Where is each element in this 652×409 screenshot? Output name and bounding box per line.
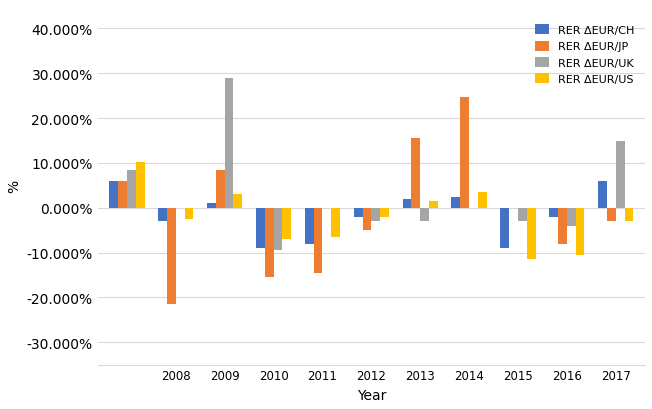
Bar	[207, 204, 216, 208]
Bar	[451, 197, 460, 208]
Bar	[372, 208, 380, 222]
Bar	[380, 208, 389, 217]
Bar	[625, 208, 633, 222]
Bar	[167, 208, 176, 304]
Bar	[127, 170, 136, 208]
Bar	[518, 208, 527, 222]
Bar	[110, 181, 118, 208]
Bar	[136, 162, 145, 208]
Bar	[158, 208, 167, 222]
Bar	[429, 202, 437, 208]
Bar	[420, 208, 429, 222]
Bar	[256, 208, 265, 248]
Bar	[460, 97, 469, 208]
Bar	[225, 79, 233, 208]
X-axis label: Year: Year	[357, 388, 386, 402]
Bar	[274, 208, 282, 251]
Legend: RER ΔEUR/CH, RER ΔEUR/JP, RER ΔEUR/UK, RER ΔEUR/US: RER ΔEUR/CH, RER ΔEUR/JP, RER ΔEUR/UK, R…	[530, 20, 640, 90]
Y-axis label: %: %	[7, 179, 21, 192]
Bar	[411, 139, 420, 208]
Bar	[185, 208, 194, 219]
Bar	[314, 208, 323, 273]
Bar	[265, 208, 274, 278]
Bar	[549, 208, 558, 217]
Bar	[558, 208, 567, 244]
Bar	[607, 208, 615, 222]
Bar	[331, 208, 340, 237]
Bar	[305, 208, 314, 244]
Bar	[118, 181, 127, 208]
Bar	[403, 199, 411, 208]
Bar	[500, 208, 509, 248]
Bar	[527, 208, 535, 260]
Bar	[354, 208, 363, 217]
Bar	[363, 208, 372, 231]
Bar	[216, 170, 225, 208]
Bar	[576, 208, 584, 255]
Bar	[282, 208, 291, 240]
Bar	[615, 142, 625, 208]
Bar	[567, 208, 576, 226]
Bar	[478, 193, 486, 208]
Bar	[233, 195, 243, 208]
Bar	[598, 181, 607, 208]
